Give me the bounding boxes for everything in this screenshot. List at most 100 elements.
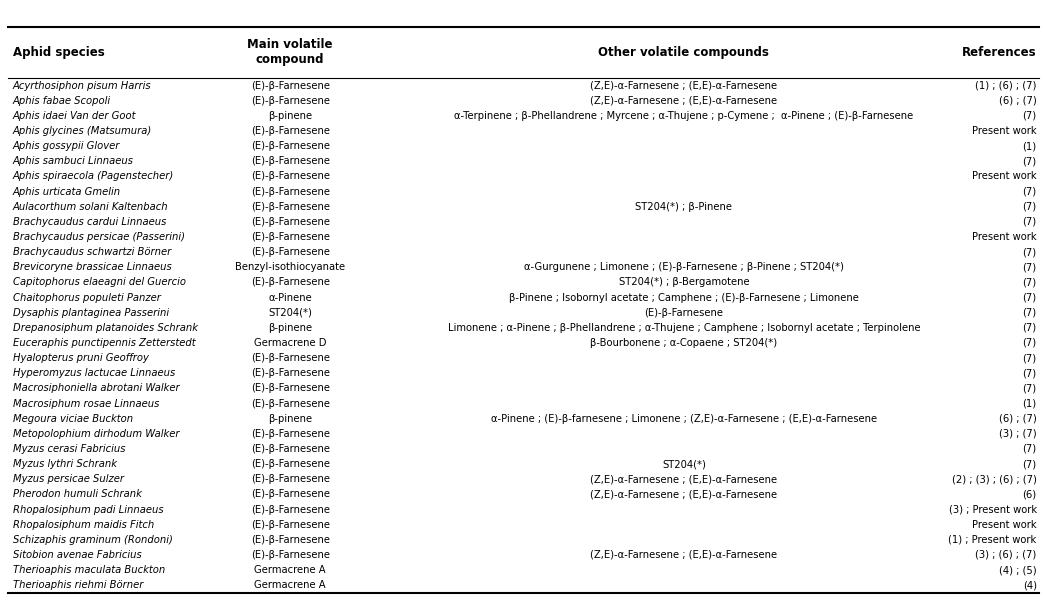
Text: Aphis urticata Gmelin: Aphis urticata Gmelin bbox=[13, 187, 121, 197]
Text: Rhopalosiphum padi Linnaeus: Rhopalosiphum padi Linnaeus bbox=[13, 505, 163, 515]
Text: Present work: Present work bbox=[972, 126, 1037, 136]
Text: (7): (7) bbox=[1022, 202, 1037, 212]
Text: (Z,E)-α-Farnesene ; (E,E)-α-Farnesene: (Z,E)-α-Farnesene ; (E,E)-α-Farnesene bbox=[590, 474, 778, 484]
Text: Present work: Present work bbox=[972, 232, 1037, 242]
Text: (7): (7) bbox=[1022, 459, 1037, 469]
Text: Metopolophium dirhodum Walker: Metopolophium dirhodum Walker bbox=[13, 429, 179, 439]
Text: Other volatile compounds: Other volatile compounds bbox=[598, 46, 769, 59]
Text: Chaitophorus populeti Panzer: Chaitophorus populeti Panzer bbox=[13, 293, 161, 302]
Text: ST204(*) ; β-Pinene: ST204(*) ; β-Pinene bbox=[636, 202, 732, 212]
Text: Brachycaudus cardui Linnaeus: Brachycaudus cardui Linnaeus bbox=[13, 217, 166, 227]
Text: (E)-β-Farnesene: (E)-β-Farnesene bbox=[251, 126, 330, 136]
Text: Drepanosiphum platanoides Schrank: Drepanosiphum platanoides Schrank bbox=[13, 323, 197, 333]
Text: (1) ; Present work: (1) ; Present work bbox=[948, 535, 1037, 545]
Text: (7): (7) bbox=[1022, 156, 1037, 166]
Text: (1): (1) bbox=[1022, 398, 1037, 409]
Text: (1): (1) bbox=[1022, 141, 1037, 151]
Text: (7): (7) bbox=[1022, 293, 1037, 302]
Text: (3) ; (6) ; (7): (3) ; (6) ; (7) bbox=[975, 550, 1037, 560]
Text: (7): (7) bbox=[1022, 111, 1037, 121]
Text: (2) ; (3) ; (6) ; (7): (2) ; (3) ; (6) ; (7) bbox=[952, 474, 1037, 484]
Text: α-Pinene: α-Pinene bbox=[268, 293, 312, 302]
Text: Limonene ; α-Pinene ; β-Phellandrene ; α-Thujene ; Camphene ; Isobornyl acetate : Limonene ; α-Pinene ; β-Phellandrene ; α… bbox=[448, 323, 920, 333]
Text: Pherodon humuli Schrank: Pherodon humuli Schrank bbox=[13, 490, 141, 499]
Text: (E)-β-Farnesene: (E)-β-Farnesene bbox=[251, 187, 330, 197]
Text: (E)-β-Farnesene: (E)-β-Farnesene bbox=[644, 308, 723, 317]
Text: Myzus persicae Sulzer: Myzus persicae Sulzer bbox=[13, 474, 123, 484]
Text: (E)-β-Farnesene: (E)-β-Farnesene bbox=[251, 429, 330, 439]
Text: (7): (7) bbox=[1022, 368, 1037, 378]
Text: (E)-β-Farnesene: (E)-β-Farnesene bbox=[251, 459, 330, 469]
Text: (3) ; (7): (3) ; (7) bbox=[999, 429, 1037, 439]
Text: Dysaphis plantaginea Passerini: Dysaphis plantaginea Passerini bbox=[13, 308, 169, 317]
Text: (Z,E)-α-Farnesene ; (E,E)-α-Farnesene: (Z,E)-α-Farnesene ; (E,E)-α-Farnesene bbox=[590, 490, 778, 499]
Text: β-Bourbonene ; α-Copaene ; ST204(*): β-Bourbonene ; α-Copaene ; ST204(*) bbox=[590, 338, 778, 348]
Text: (4) ; (5): (4) ; (5) bbox=[999, 565, 1037, 575]
Text: Aphis sambuci Linnaeus: Aphis sambuci Linnaeus bbox=[13, 156, 134, 166]
Text: (E)-β-Farnesene: (E)-β-Farnesene bbox=[251, 444, 330, 454]
Text: (1) ; (6) ; (7): (1) ; (6) ; (7) bbox=[975, 80, 1037, 91]
Text: (7): (7) bbox=[1022, 444, 1037, 454]
Text: ST204(*) ; β-Bergamotene: ST204(*) ; β-Bergamotene bbox=[618, 277, 750, 287]
Text: (E)-β-Farnesene: (E)-β-Farnesene bbox=[251, 247, 330, 257]
Text: (7): (7) bbox=[1022, 262, 1037, 272]
Text: Acyrthosiphon pisum Harris: Acyrthosiphon pisum Harris bbox=[13, 80, 151, 91]
Text: (E)-β-Farnesene: (E)-β-Farnesene bbox=[251, 398, 330, 409]
Text: (E)-β-Farnesene: (E)-β-Farnesene bbox=[251, 277, 330, 287]
Text: (E)-β-Farnesene: (E)-β-Farnesene bbox=[251, 520, 330, 530]
Text: (E)-β-Farnesene: (E)-β-Farnesene bbox=[251, 353, 330, 363]
Text: (7): (7) bbox=[1022, 353, 1037, 363]
Text: Brevicoryne brassicae Linnaeus: Brevicoryne brassicae Linnaeus bbox=[13, 262, 171, 272]
Text: Aphis idaei Van der Goot: Aphis idaei Van der Goot bbox=[13, 111, 136, 121]
Text: (7): (7) bbox=[1022, 187, 1037, 197]
Text: (7): (7) bbox=[1022, 338, 1037, 348]
Text: Myzus cerasi Fabricius: Myzus cerasi Fabricius bbox=[13, 444, 125, 454]
Text: (E)-β-Farnesene: (E)-β-Farnesene bbox=[251, 474, 330, 484]
Text: (E)-β-Farnesene: (E)-β-Farnesene bbox=[251, 156, 330, 166]
Text: Present work: Present work bbox=[972, 172, 1037, 181]
Text: (E)-β-Farnesene: (E)-β-Farnesene bbox=[251, 490, 330, 499]
Text: Germacrene A: Germacrene A bbox=[255, 580, 326, 590]
Text: β-pinene: β-pinene bbox=[268, 413, 312, 424]
Text: (7): (7) bbox=[1022, 308, 1037, 317]
Text: ST204(*): ST204(*) bbox=[268, 308, 312, 317]
Text: Myzus lythri Schrank: Myzus lythri Schrank bbox=[13, 459, 117, 469]
Text: (Z,E)-α-Farnesene ; (E,E)-α-Farnesene: (Z,E)-α-Farnesene ; (E,E)-α-Farnesene bbox=[590, 96, 778, 106]
Text: α-Terpinene ; β-Phellandrene ; Myrcene ; α-Thujene ; p-Cymene ;  α-Pinene ; (E)-: α-Terpinene ; β-Phellandrene ; Myrcene ;… bbox=[454, 111, 914, 121]
Text: (6) ; (7): (6) ; (7) bbox=[999, 413, 1037, 424]
Text: Aphis glycines (Matsumura): Aphis glycines (Matsumura) bbox=[13, 126, 151, 136]
Text: (7): (7) bbox=[1022, 383, 1037, 394]
Text: (6) ; (7): (6) ; (7) bbox=[999, 96, 1037, 106]
Text: Aphis spiraecola (Pagenstecher): Aphis spiraecola (Pagenstecher) bbox=[13, 172, 173, 181]
Text: Aphis gossypii Glover: Aphis gossypii Glover bbox=[13, 141, 120, 151]
Text: Germacrene A: Germacrene A bbox=[255, 565, 326, 575]
Text: (6): (6) bbox=[1022, 490, 1037, 499]
Text: (E)-β-Farnesene: (E)-β-Farnesene bbox=[251, 172, 330, 181]
Text: α-Gurgunene ; Limonene ; (E)-β-Farnesene ; β-Pinene ; ST204(*): α-Gurgunene ; Limonene ; (E)-β-Farnesene… bbox=[524, 262, 844, 272]
Text: Present work: Present work bbox=[972, 520, 1037, 530]
Text: Aphis fabae Scopoli: Aphis fabae Scopoli bbox=[13, 96, 111, 106]
Text: (E)-β-Farnesene: (E)-β-Farnesene bbox=[251, 550, 330, 560]
Text: (7): (7) bbox=[1022, 217, 1037, 227]
Text: Benzyl-isothiocyanate: Benzyl-isothiocyanate bbox=[235, 262, 346, 272]
Text: (7): (7) bbox=[1022, 323, 1037, 333]
Text: (Z,E)-α-Farnesene ; (E,E)-α-Farnesene: (Z,E)-α-Farnesene ; (E,E)-α-Farnesene bbox=[590, 80, 778, 91]
Text: Hyalopterus pruni Geoffroy: Hyalopterus pruni Geoffroy bbox=[13, 353, 148, 363]
Text: β-pinene: β-pinene bbox=[268, 323, 312, 333]
Text: Megoura viciae Buckton: Megoura viciae Buckton bbox=[13, 413, 133, 424]
Text: (E)-β-Farnesene: (E)-β-Farnesene bbox=[251, 383, 330, 394]
Text: (7): (7) bbox=[1022, 277, 1037, 287]
Text: Macrosiphoniella abrotani Walker: Macrosiphoniella abrotani Walker bbox=[13, 383, 180, 394]
Text: (4): (4) bbox=[1023, 580, 1037, 590]
Text: Schizaphis graminum (Rondoni): Schizaphis graminum (Rondoni) bbox=[13, 535, 172, 545]
Text: Aphid species: Aphid species bbox=[13, 46, 104, 59]
Text: β-Pinene ; Isobornyl acetate ; Camphene ; (E)-β-Farnesene ; Limonene: β-Pinene ; Isobornyl acetate ; Camphene … bbox=[508, 293, 859, 302]
Text: Germacrene D: Germacrene D bbox=[254, 338, 327, 348]
Text: Therioaphis riehmi Börner: Therioaphis riehmi Börner bbox=[13, 580, 143, 590]
Text: β-pinene: β-pinene bbox=[268, 111, 312, 121]
Text: (E)-β-Farnesene: (E)-β-Farnesene bbox=[251, 505, 330, 515]
Text: (E)-β-Farnesene: (E)-β-Farnesene bbox=[251, 232, 330, 242]
Text: Rhopalosiphum maidis Fitch: Rhopalosiphum maidis Fitch bbox=[13, 520, 153, 530]
Text: α-Pinene ; (E)-β-farnesene ; Limonene ; (Z,E)-α-Farnesene ; (E,E)-α-Farnesene: α-Pinene ; (E)-β-farnesene ; Limonene ; … bbox=[491, 413, 877, 424]
Text: Macrosiphum rosae Linnaeus: Macrosiphum rosae Linnaeus bbox=[13, 398, 159, 409]
